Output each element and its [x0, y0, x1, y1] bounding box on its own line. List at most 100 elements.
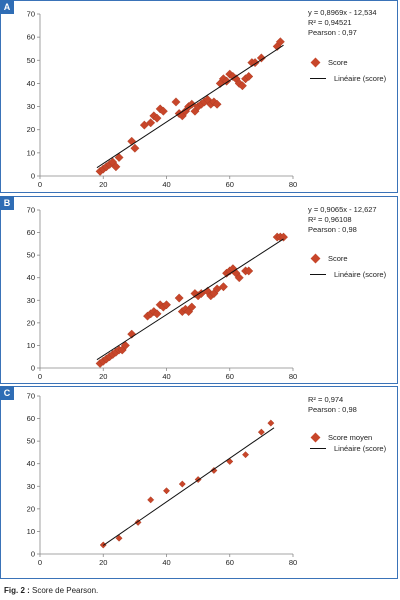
data-point	[210, 467, 218, 474]
r-squared: R² = 0,974	[308, 395, 344, 404]
legend-line	[310, 78, 326, 79]
legend-entry-series: Score	[310, 57, 348, 68]
panel-frame	[0, 0, 398, 193]
data-point	[212, 99, 222, 109]
y-tick-label: 40	[27, 459, 35, 468]
y-tick-label: 60	[27, 33, 35, 42]
data-point	[279, 232, 288, 242]
panel-frame	[0, 196, 398, 384]
scatter-plot-a: 0 10 20 30 40 50 60 70 0 20 40 60 80	[27, 10, 298, 190]
trendline	[102, 427, 275, 546]
legend-series-label: Score	[328, 58, 348, 67]
pearson-coefficient: Pearson : 0,98	[308, 405, 357, 414]
legend-trendline-label: Linéaire (score)	[334, 74, 387, 83]
data-point	[174, 293, 184, 303]
legend-marker	[310, 57, 321, 68]
data-point	[275, 37, 285, 47]
data-point	[162, 300, 171, 310]
trendline	[96, 44, 284, 169]
regression-equation: y = 0,9065x - 12,627	[308, 205, 377, 214]
legend-series-label: Score	[328, 254, 348, 263]
y-tick-label: 60	[27, 414, 35, 423]
data-point	[242, 451, 250, 459]
x-tick-label: 40	[162, 558, 170, 567]
x-tick-label: 40	[162, 180, 170, 189]
data-point	[114, 153, 124, 162]
x-tick-label: 0	[38, 180, 42, 189]
y-tick-label: 70	[27, 10, 35, 19]
legend-entry-trendline: Linéaire (score)	[310, 74, 386, 83]
y-tick-label: 20	[27, 125, 35, 134]
data-point	[163, 487, 170, 495]
pearson-coefficient: Pearson : 0,97	[308, 28, 357, 37]
y-tick-label: 20	[27, 504, 35, 513]
data-point	[222, 76, 232, 86]
data-point	[237, 81, 247, 91]
y-tick-label: 30	[27, 102, 35, 111]
data-point	[152, 113, 162, 123]
y-tick-label: 70	[27, 392, 35, 401]
data-point	[130, 143, 140, 153]
data-point	[256, 53, 266, 63]
scatter-plot-b: 0 10 20 30 40 50 60 70 0 20 40 60 80	[27, 206, 298, 382]
data-point	[152, 309, 162, 319]
legend-marker	[310, 253, 321, 264]
y-tick-label: 0	[31, 550, 35, 559]
x-tick-label: 80	[289, 180, 297, 189]
x-tick-label: 20	[99, 372, 107, 381]
legend-trendline-label: Linéaire (score)	[334, 270, 387, 279]
regression-stats: y = 0,9065x - 12,627 R² = 0,96108 Pearso…	[308, 205, 377, 235]
y-tick-label: 50	[27, 437, 35, 446]
x-tick-label: 40	[162, 372, 170, 381]
data-point	[218, 282, 228, 292]
y-tick-label: 10	[27, 148, 35, 157]
panel-label: B	[0, 196, 14, 210]
regression-stats: y = 0,8969x - 12,534 R² = 0,94521 Pearso…	[308, 8, 377, 38]
figure-caption: Fig. 2 : Score de Pearson.	[4, 586, 98, 595]
data-point	[187, 302, 197, 312]
pearson-coefficient: Pearson : 0,98	[308, 225, 357, 234]
panel-c: C 0 10 20 30 40 50 60 70 0 20 40 60 80 R² = 0,974 Pe…	[0, 386, 400, 579]
y-tick-label: 50	[27, 56, 35, 65]
y-tick-label: 30	[27, 296, 35, 305]
panel-frame	[0, 386, 398, 579]
y-tick-label: 40	[27, 79, 35, 88]
legend-entry-trendline: Linéaire (score)	[310, 444, 386, 453]
data-point	[244, 266, 254, 276]
panel-b: B 0 10 20 30 40 50 60 70 0 20 40 60 80 y = 0,9065x -…	[0, 196, 400, 384]
x-tick-label: 80	[289, 558, 297, 567]
data-point	[171, 97, 181, 107]
y-tick-label: 0	[31, 364, 35, 373]
data-point	[147, 496, 155, 504]
y-tick-label: 30	[27, 482, 35, 491]
trendline	[96, 238, 284, 361]
legend-line	[310, 448, 326, 449]
data-point	[226, 457, 234, 465]
y-tick-label: 20	[27, 318, 35, 327]
y-tick-label: 50	[27, 251, 35, 260]
caption-label: Fig. 2 :	[4, 586, 30, 595]
x-tick-label: 20	[99, 180, 107, 189]
data-point	[267, 419, 275, 427]
x-tick-label: 0	[38, 372, 42, 381]
regression-stats: R² = 0,974 Pearson : 0,98	[308, 395, 357, 415]
panel-label: C	[0, 386, 14, 400]
legend-series-label: Score moyen	[328, 433, 373, 442]
caption-text: Score de Pearson.	[29, 586, 99, 595]
scatter-plot-c: 0 10 20 30 40 50 60 70 0 20 40 60 80	[27, 392, 298, 568]
y-tick-label: 60	[27, 228, 35, 237]
panel-a: A 0 10 20 30 40 50 60 70 0 20 40 60 80 y = 0,8969x -…	[0, 0, 400, 193]
data-point	[120, 340, 130, 350]
legend-marker	[310, 432, 321, 443]
legend-line	[310, 274, 326, 275]
legend-trendline-label: Linéaire (score)	[334, 444, 387, 453]
r-squared: R² = 0,94521	[308, 18, 352, 27]
x-tick-label: 80	[289, 372, 297, 381]
data-point	[178, 480, 186, 488]
r-squared: R² = 0,96108	[308, 215, 352, 224]
y-tick-label: 0	[31, 172, 35, 181]
legend-entry-series: Score	[310, 253, 348, 264]
data-point	[127, 329, 137, 339]
x-tick-label: 60	[226, 558, 234, 567]
data-point	[115, 534, 123, 542]
